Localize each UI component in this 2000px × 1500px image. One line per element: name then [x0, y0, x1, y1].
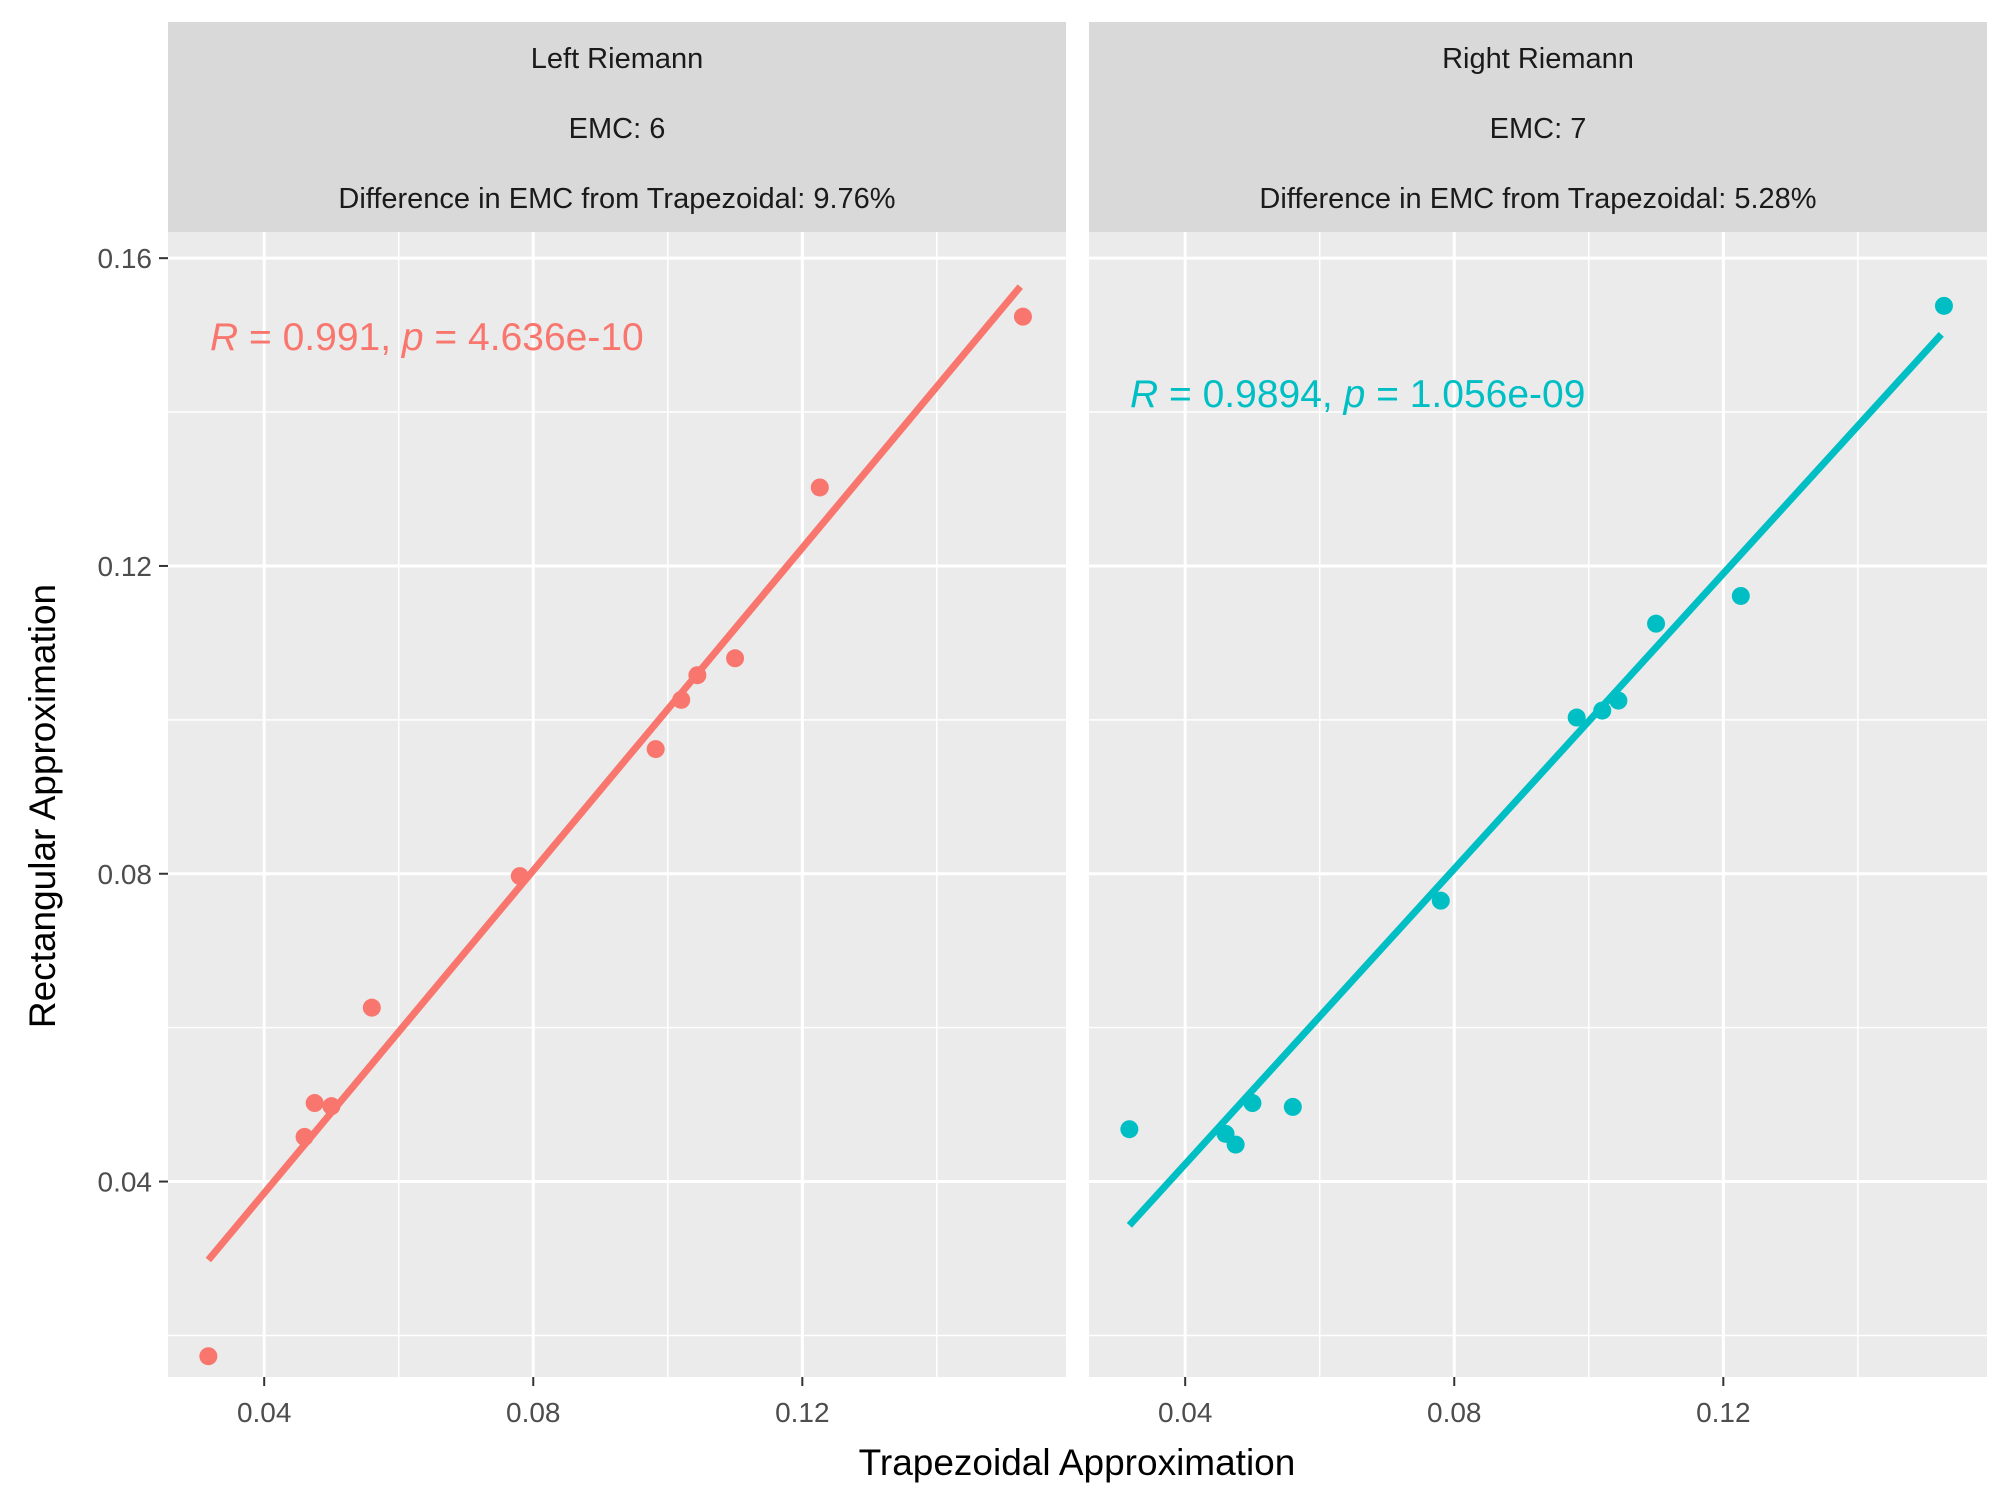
- x-tick-label: 0.08: [506, 1397, 561, 1428]
- y-tick-label: 0.12: [98, 551, 153, 582]
- data-point: [1609, 691, 1628, 710]
- y-axis-title: Rectangular Approximation: [22, 584, 63, 1028]
- x-tick-label: 0.04: [237, 1397, 292, 1428]
- data-point: [726, 649, 745, 668]
- data-point: [1226, 1135, 1245, 1154]
- data-point: [1120, 1120, 1139, 1139]
- data-point: [688, 666, 707, 685]
- data-point: [295, 1127, 314, 1146]
- x-tick-label: 0.12: [775, 1397, 830, 1428]
- panel-background: [168, 232, 1066, 1377]
- y-tick-label: 0.04: [98, 1167, 153, 1198]
- y-tick-label: 0.08: [98, 859, 153, 890]
- panel-background: [1089, 232, 1987, 1377]
- x-tick-label: 0.04: [1158, 1397, 1213, 1428]
- correlation-annotation: R = 0.991, p = 4.636e-10: [210, 316, 644, 359]
- data-point: [1013, 307, 1032, 326]
- x-tick-label: 0.08: [1427, 1397, 1482, 1428]
- data-point: [199, 1347, 218, 1366]
- x-axis-right: 0.04 0.08 0.12: [1158, 1377, 1751, 1428]
- y-axis: 0.04 0.08 0.12 0.16: [98, 243, 168, 1198]
- x-axis-title: Trapezoidal Approximation: [859, 1442, 1296, 1483]
- data-point: [810, 478, 829, 497]
- correlation-annotation: R = 0.9894, p = 1.056e-09: [1130, 373, 1585, 416]
- data-point: [1283, 1097, 1302, 1116]
- data-point: [1934, 296, 1953, 315]
- regression-line: [205, 284, 1023, 1263]
- data-point: [1593, 701, 1612, 720]
- data-point: [1647, 614, 1666, 633]
- facet-strip: [168, 22, 1066, 232]
- data-point: [1731, 586, 1750, 605]
- data-point: [1243, 1094, 1262, 1113]
- data-point: [305, 1094, 324, 1113]
- panel-left-riemann: Left Riemann EMC: 6 Difference in EMC from…: [168, 22, 1066, 1377]
- facet-strip-label: EMC: 7: [1490, 113, 1587, 145]
- x-tick-label: 0.12: [1696, 1397, 1751, 1428]
- facet-strip-label: Difference in EMC from Trapezoidal: 5.28…: [1259, 183, 1816, 215]
- facet-strip-label: Difference in EMC from Trapezoidal: 9.76…: [338, 183, 895, 215]
- facet-strip-label: EMC: 6: [569, 113, 666, 145]
- facet-strip-label: Left Riemann: [531, 43, 704, 75]
- data-point: [1567, 708, 1586, 727]
- data-point: [510, 867, 529, 886]
- data-point: [646, 740, 665, 759]
- data-point: [362, 998, 381, 1017]
- y-tick-label: 0.16: [98, 243, 153, 274]
- facet-strip-label: Right Riemann: [1442, 43, 1634, 75]
- panel-right-riemann: Right Riemann EMC: 7 Difference in EMC fro…: [1089, 22, 1987, 1377]
- regression-line: [1126, 331, 1944, 1228]
- data-point: [672, 690, 691, 709]
- x-axis-left: 0.04 0.08 0.12: [237, 1377, 830, 1428]
- data-point: [1431, 891, 1450, 910]
- data-point: [322, 1097, 341, 1116]
- facet-strip: [1089, 22, 1987, 232]
